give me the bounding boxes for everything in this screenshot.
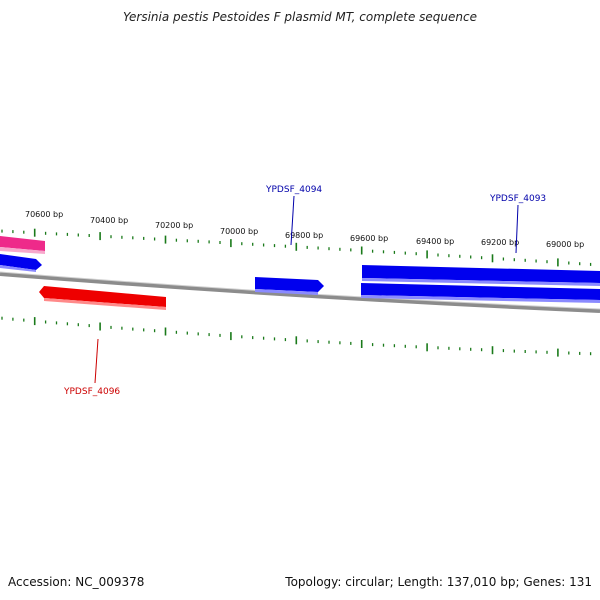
label-leader-line — [290, 195, 295, 246]
tick-label: 70200 bp — [155, 221, 193, 230]
accession-label: Accession: NC_009378 — [8, 575, 145, 589]
label-leader-line — [515, 204, 519, 254]
plasmid-backbone — [0, 272, 600, 313]
gene-blue-left[interactable] — [0, 254, 42, 272]
map-title: Yersinia pestis Pestoides F plasmid MT, … — [122, 10, 477, 24]
tick-label: 69200 bp — [481, 238, 519, 247]
gene-ypdsf-4096[interactable] — [39, 286, 166, 310]
inner-tick-row — [1, 316, 592, 357]
tick-label: 70000 bp — [220, 227, 258, 236]
tick-label: 70400 bp — [90, 216, 128, 225]
gene-label-ypdsf-4096[interactable]: YPDSF_4096 — [63, 387, 120, 397]
label-leader-line — [94, 338, 99, 384]
tick-label: 69000 bp — [546, 240, 584, 249]
gene-pink[interactable] — [0, 236, 45, 254]
gene-label-ypdsf-4094[interactable]: YPDSF_4094 — [265, 185, 322, 195]
tick-label: 69800 bp — [285, 231, 323, 240]
outer-tick-row — [1, 228, 592, 267]
gene-ypdsf-4093[interactable] — [362, 265, 600, 286]
gene-blue-lower[interactable] — [361, 283, 600, 303]
tick-label: 69400 bp — [416, 237, 454, 246]
tick-label: 70600 bp — [25, 210, 63, 219]
gene-ypdsf-4094[interactable] — [255, 277, 324, 295]
gene-label-ypdsf-4093[interactable]: YPDSF_4093 — [489, 194, 546, 204]
topology-summary: Topology: circular; Length: 137,010 bp; … — [285, 575, 592, 589]
tick-label: 69600 bp — [350, 234, 388, 243]
